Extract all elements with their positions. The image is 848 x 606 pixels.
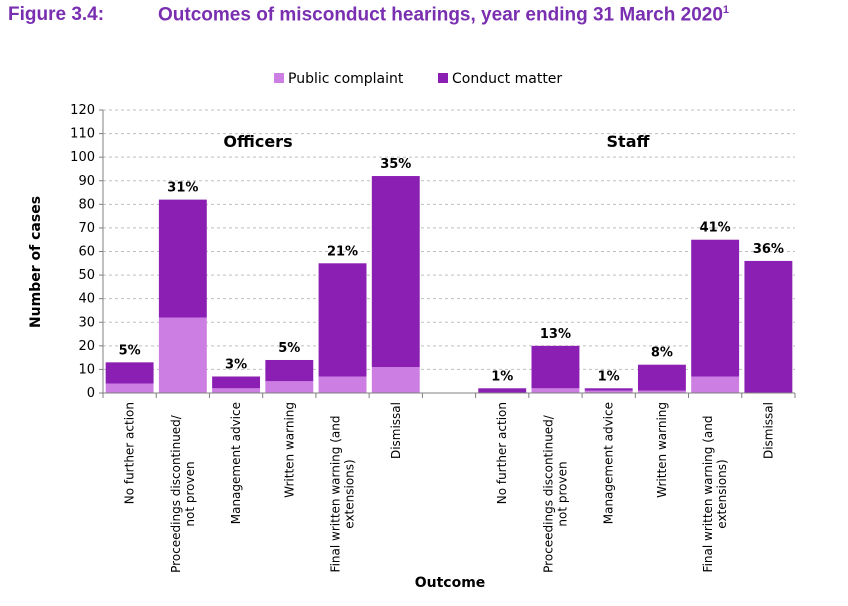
- bar-segment-public-complaint: [637, 390, 686, 393]
- y-tick-label: 70: [78, 221, 95, 236]
- bar-segment-public-complaint: [371, 367, 420, 393]
- bar-segment-conduct-matter: [158, 199, 207, 318]
- figure-label: Figure 3.4:: [8, 4, 105, 26]
- y-tick-label: 10: [78, 362, 95, 377]
- y-tick-label: 0: [87, 386, 95, 401]
- category-label-line: Dismissal: [389, 402, 403, 459]
- y-axis-ticks: 0 10 20 30 40 50 60 70 80 90 100 110 120: [70, 103, 103, 401]
- bar-segment-conduct-matter: [265, 359, 314, 382]
- category-label-line: extensions): [715, 459, 729, 528]
- category-label-line: Written warning: [282, 402, 296, 498]
- bar-segment-conduct-matter: [744, 260, 793, 393]
- bar-percentage-label: 41%: [700, 221, 731, 236]
- y-tick-label: 30: [78, 315, 95, 330]
- bar-percentage-label: 1%: [598, 369, 620, 384]
- bar-segment-public-complaint: [531, 388, 580, 393]
- bars: [105, 176, 793, 393]
- category-label-line: No further action: [123, 402, 137, 504]
- group-label-staff: Staff: [607, 132, 651, 151]
- group-label-officers: Officers: [223, 132, 292, 151]
- bar-segment-conduct-matter: [691, 239, 740, 377]
- legend: Public complaint Conduct matter: [274, 71, 562, 87]
- bar-segment-conduct-matter: [531, 345, 580, 389]
- y-tick-label: 20: [78, 339, 95, 354]
- figure-title-text: Outcomes of misconduct hearings, year en…: [158, 4, 723, 26]
- bar-segment-conduct-matter: [318, 263, 367, 377]
- category-label-line: Written warning: [655, 402, 669, 498]
- axes: [102, 110, 796, 398]
- y-tick-label: 50: [78, 268, 95, 283]
- y-tick-label: 60: [78, 245, 95, 260]
- category-label-line: Final written warning (and: [329, 416, 343, 573]
- bar-segment-public-complaint: [584, 390, 633, 393]
- bar-segment-public-complaint: [318, 376, 367, 393]
- bar-percentage-label: 5%: [119, 343, 141, 358]
- bar-percentage-label: 13%: [540, 327, 571, 342]
- category-label-line: Dismissal: [761, 402, 775, 459]
- category-label-line: not proven: [555, 461, 569, 526]
- y-tick-label: 120: [70, 103, 95, 118]
- y-tick-label: 100: [70, 150, 95, 165]
- category-label-line: Final written warning (and: [701, 416, 715, 573]
- legend-swatch-conduct-matter: [438, 73, 448, 83]
- category-label-line: No further action: [495, 402, 509, 504]
- bar-segment-public-complaint: [105, 383, 154, 393]
- bar-percentage-label: 8%: [651, 346, 673, 361]
- y-tick-label: 90: [78, 174, 95, 189]
- bar-percentage-label: 3%: [225, 357, 247, 372]
- legend-conduct-matter: Conduct matter: [452, 71, 562, 87]
- legend-swatch-public-complaint: [274, 73, 284, 83]
- bar-segment-conduct-matter: [584, 388, 633, 391]
- bar-percentage-label: 35%: [380, 157, 411, 172]
- bar-percentage-label: 36%: [753, 242, 784, 257]
- bar-segment-public-complaint: [158, 317, 207, 393]
- y-tick-label: 110: [70, 127, 95, 142]
- category-label-line: not proven: [183, 461, 197, 526]
- bar-percentage-label: 31%: [167, 181, 198, 196]
- legend-public-complaint: Public complaint: [288, 71, 404, 87]
- y-tick-label: 80: [78, 197, 95, 212]
- bar-segment-conduct-matter: [637, 364, 686, 391]
- bar-segment-conduct-matter: [371, 176, 420, 368]
- category-labels: No further action Proceedings discontinue…: [123, 402, 776, 573]
- bar-segment-public-complaint: [265, 381, 314, 393]
- bar-segment-conduct-matter: [105, 362, 154, 384]
- bar-segment-conduct-matter: [212, 376, 261, 389]
- x-axis-title: Outcome: [415, 575, 486, 591]
- figure-title: Figure 3.4: Outcomes of misconduct hearin…: [8, 4, 729, 26]
- category-label-line: Proceedings discontinued/: [541, 414, 555, 573]
- category-label-line: Management advice: [602, 402, 616, 524]
- y-tick-label: 40: [78, 292, 95, 307]
- bar-percentage-label: 21%: [327, 244, 358, 259]
- y-axis-title: Number of cases: [28, 196, 44, 328]
- bar-segment-conduct-matter: [478, 388, 527, 393]
- footnote-mark: 1: [722, 4, 730, 16]
- category-label-line: Management advice: [229, 402, 243, 524]
- data-labels: 5% 31% 3% 5% 21% 35% 1% 13% 1% 8% 41% 36%: [119, 157, 784, 384]
- category-label-line: extensions): [343, 459, 357, 528]
- category-label-line: Proceedings discontinued/: [169, 414, 183, 573]
- bar-segment-public-complaint: [212, 388, 261, 393]
- bar-percentage-label: 1%: [491, 369, 513, 384]
- bar-percentage-label: 5%: [278, 341, 300, 356]
- bar-segment-public-complaint: [691, 376, 740, 393]
